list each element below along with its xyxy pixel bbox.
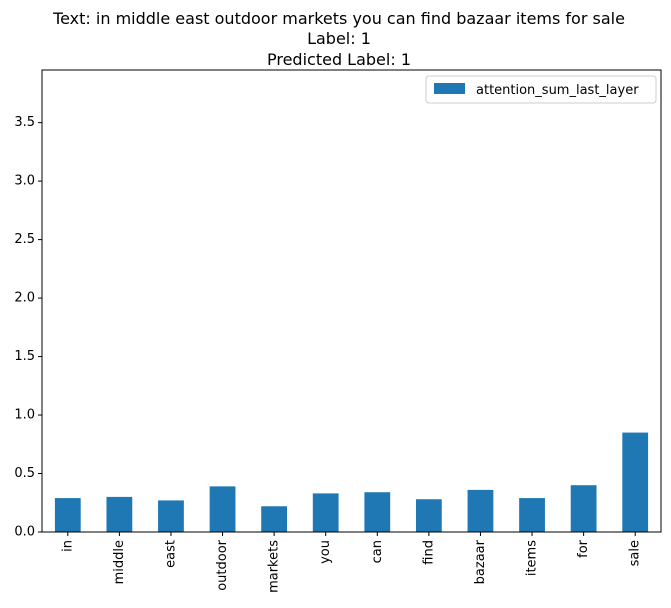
bar bbox=[364, 492, 391, 532]
x-tick-label: east bbox=[163, 540, 178, 568]
x-tick-label: can bbox=[370, 540, 385, 563]
legend-swatch bbox=[434, 83, 465, 94]
bar bbox=[622, 432, 649, 532]
y-tick-label: 0.0 bbox=[14, 525, 35, 540]
bar bbox=[415, 499, 442, 532]
bar bbox=[158, 500, 184, 532]
x-tick-label: find bbox=[421, 540, 436, 565]
x-tick-label: sale bbox=[628, 540, 643, 566]
y-tick-label: 2.0 bbox=[14, 291, 35, 306]
legend: attention_sum_last_layer bbox=[425, 75, 657, 104]
y-tick-label: 1.5 bbox=[14, 349, 35, 364]
bar bbox=[106, 496, 133, 532]
y-tick-label: 1.0 bbox=[14, 408, 35, 423]
legend-box bbox=[425, 75, 657, 104]
y-axis: 0.0 0.5 1.0 1.5 2.0 2.5 3.0 3.5 bbox=[14, 115, 42, 540]
chart-title: Text: in middle east outdoor markets you… bbox=[52, 9, 625, 69]
legend-label: attention_sum_last_layer bbox=[476, 83, 639, 98]
bar bbox=[570, 485, 597, 532]
plot-area-frame bbox=[41, 69, 662, 533]
x-tick-label: middle bbox=[112, 540, 127, 584]
y-tick-label: 3.5 bbox=[14, 115, 35, 130]
y-tick-label: 2.5 bbox=[14, 232, 35, 247]
chart-title-line: Label: 1 bbox=[307, 29, 371, 48]
y-tick-label: 0.5 bbox=[14, 466, 35, 481]
chart-title-line: Text: in middle east outdoor markets you… bbox=[52, 9, 625, 28]
x-tick-label: for bbox=[576, 539, 591, 558]
x-tick-label: you bbox=[318, 540, 333, 564]
bar bbox=[467, 489, 494, 532]
x-tick-label: markets bbox=[267, 540, 282, 593]
x-tick-label: bazaar bbox=[473, 539, 488, 584]
chart-title-line: Predicted Label: 1 bbox=[267, 50, 411, 69]
bar bbox=[519, 498, 545, 532]
bar bbox=[209, 486, 236, 532]
y-tick-label: 3.0 bbox=[14, 174, 35, 189]
bar-series bbox=[54, 432, 649, 532]
x-tick-label: in bbox=[60, 540, 75, 552]
bar bbox=[54, 498, 81, 532]
x-tick-label: items bbox=[525, 540, 540, 576]
bar bbox=[261, 506, 288, 532]
bar bbox=[312, 493, 339, 532]
x-tick-label: outdoor bbox=[215, 539, 230, 590]
x-axis: in middle east outdoor markets you can find baza… bbox=[60, 532, 643, 593]
